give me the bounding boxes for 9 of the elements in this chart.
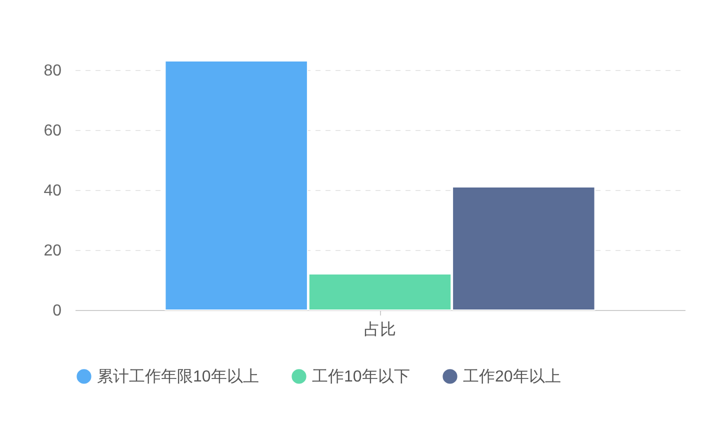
legend-label: 工作10年以下 xyxy=(312,367,410,386)
legend-label: 工作20年以上 xyxy=(463,367,561,386)
y-tick-label: 60 xyxy=(44,122,62,140)
x-tick-label: 占比 xyxy=(364,320,396,338)
y-tick-label: 0 xyxy=(52,302,62,320)
y-tick-label: 80 xyxy=(44,62,62,80)
y-tick-label: 40 xyxy=(44,182,62,200)
legend-label: 累计工作年限10年以上 xyxy=(97,367,259,386)
y-tick-label: 20 xyxy=(44,242,62,260)
